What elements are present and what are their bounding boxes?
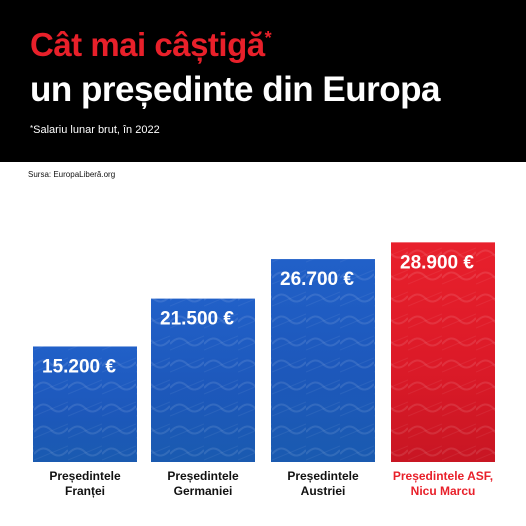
category-label-line: Președintele — [167, 469, 239, 483]
bar-texture-2 — [271, 259, 375, 462]
bar-texture-0 — [33, 346, 137, 462]
category-label-line: Președintele — [287, 469, 359, 483]
bar-texture-1 — [151, 298, 255, 462]
title-line-2: un președinte din Europa — [30, 70, 440, 109]
title-asterisk: * — [264, 28, 272, 48]
category-label-line: Franței — [64, 484, 105, 498]
source-credit: Sursa: EuropaLiberă.org — [28, 170, 116, 179]
category-label-1: Președintele Germaniei — [148, 469, 258, 499]
category-label-line: Germaniei — [173, 484, 233, 498]
bar-value-label-2: 26.700 € — [280, 269, 354, 290]
category-label-2: Președintele Austriei — [268, 469, 378, 499]
header-banner: Cât mai câștigă* un președinte din Europ… — [0, 0, 526, 162]
category-label-3: Președintele ASF, Nicu Marcu — [388, 469, 498, 499]
category-label-line: Președintele ASF, — [392, 469, 494, 483]
footnote: *Salariu lunar brut, în 2022 — [30, 124, 160, 136]
bar-value-label-0: 15.200 € — [42, 356, 116, 377]
title-line-1: Cât mai câștigă* — [30, 26, 272, 63]
bar-value-label-3: 28.900 € — [400, 252, 474, 273]
category-label-line: Președintele — [49, 469, 121, 483]
category-label-line: Nicu Marcu — [410, 484, 476, 498]
bar-texture-3 — [391, 242, 495, 462]
category-label-line: Austriei — [300, 484, 346, 498]
bar-value-label-1: 21.500 € — [160, 309, 234, 330]
footnote-asterisk: * — [30, 124, 34, 133]
category-label-0: Președintele Franței — [30, 469, 140, 499]
